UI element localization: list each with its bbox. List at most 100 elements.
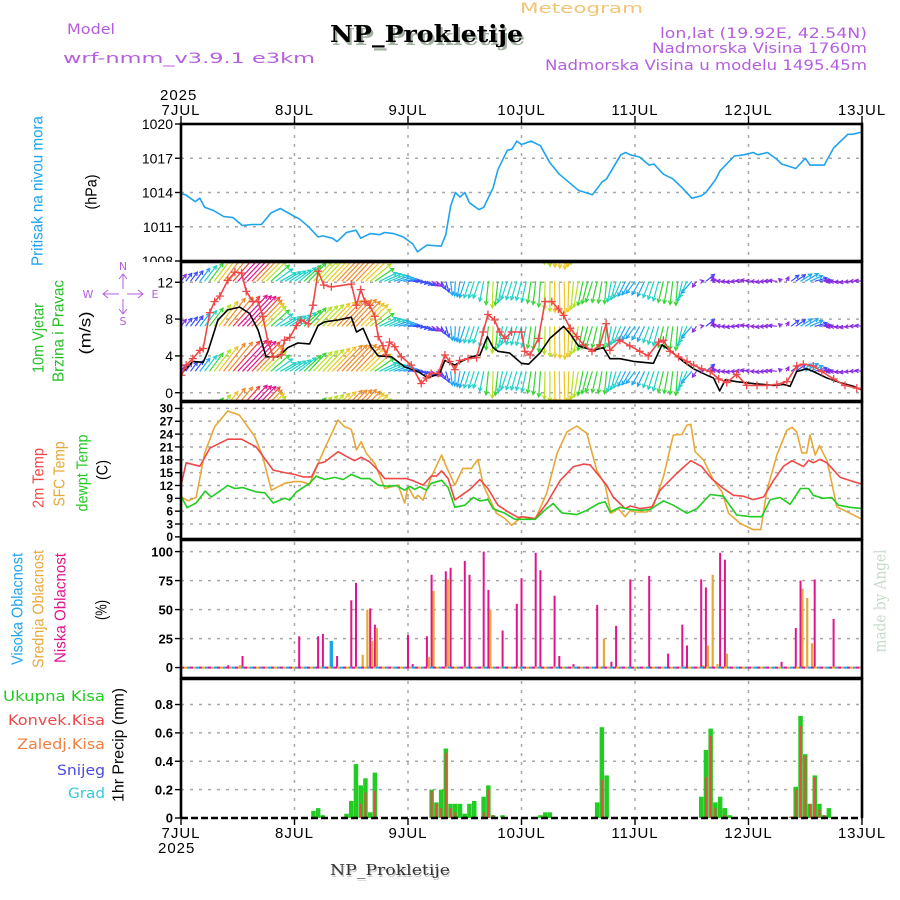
wind-vector-head [763,278,769,284]
wind-vector-head [401,318,407,324]
precip-bar-1 [435,803,438,818]
year-label-top: 2025 [160,87,197,104]
wind-vector-shaft [675,326,679,351]
wind-vector-shaft [446,416,449,427]
wind-vector-head [489,394,495,400]
wind-vector-head [855,234,859,238]
wind-vector-head [853,323,860,329]
wind-vector-shaft [200,403,210,416]
precip-bar-1 [723,815,726,818]
wind-vector-head [767,278,773,284]
wind-vector [493,281,499,307]
wind-vector-shaft [558,326,561,359]
wind-vector-head [416,414,420,418]
wind-vector [427,236,435,240]
wind-unit-label: (m/s) [78,312,95,355]
wind-vector [515,236,521,255]
gust-marker [440,350,449,359]
wind-vector-shaft [681,236,691,248]
wind-vector-head [463,249,467,253]
wind-vector-shaft [242,262,262,282]
wind-vector-head [456,248,460,252]
wind-vector-shaft [299,403,316,417]
wind-vector-head [663,255,667,259]
wind-vector [509,371,518,392]
legend-convective-rain: Konvek.Kisa [8,713,105,729]
wind-vector [440,326,447,336]
cloud-bar-low [648,575,651,668]
gust-marker [397,352,406,361]
wind-vector-shaft [237,294,268,327]
wind-vector-head [255,340,261,346]
wind-vector-shaft [491,371,494,399]
wind-vector-head [424,416,428,420]
wind-vector [603,236,607,258]
wind-lines [181,267,862,394]
wind-vector [621,370,631,386]
wind-vector [777,277,783,283]
compass-north-arrowhead [118,273,128,280]
gust-marker [706,367,715,376]
compass-west-arrowhead [102,289,109,299]
wind-vector-head [276,252,280,256]
wind-vector [626,236,635,248]
wind-vector-head [302,226,306,230]
wind-vector-head [845,235,849,239]
wind-vector [223,342,246,372]
wind-vector-head [830,235,834,239]
cloud-bar-low [813,579,816,668]
wind-vector-head [729,323,735,329]
wind-vector [767,368,777,374]
wind-vector [622,416,630,430]
gust-marker [722,378,731,387]
wind-vector-head [552,353,558,359]
cloud-bar-low [704,587,707,668]
wind-vector [218,345,239,372]
wind-vector [669,236,673,259]
wind-vector-shaft [346,391,357,401]
wind-vector-shaft [786,412,789,416]
cloud-bar-low [463,560,466,668]
wind-vector-shaft [622,416,630,430]
wind-vector-shaft [638,236,645,251]
wind-vector-shaft [526,326,532,349]
wind-vector-shaft [186,228,192,236]
wind-vector [453,236,457,251]
wind-vector [346,391,357,401]
model-elevation-label: Nadmorska Visina u modelu 1495.45m [545,58,867,74]
wind-vector [209,218,223,236]
wind-vector-head [431,417,435,420]
wind-vector-head [572,303,577,309]
wind-vector-shaft [570,371,575,400]
wind-vector [552,281,558,314]
precip-bar-1 [709,735,712,818]
wind-vector [436,280,444,288]
wind-vector [234,387,246,401]
wind-vector [436,416,442,421]
wind-vector-head [822,366,829,372]
wind-vector-head [547,352,553,358]
wind-vector-shaft [485,371,489,395]
wind-vector-head [450,426,454,430]
wind-vector [350,298,378,327]
wind-vector-shaft [647,371,655,390]
wind-vector-shaft [271,220,289,236]
wind-vector [190,316,199,327]
wind-vector-shaft [570,281,575,310]
wind-vector-head [819,410,823,414]
wind-vector [581,236,588,258]
wind-vector [360,388,373,401]
wind-vector-head [456,428,460,432]
wind-vector [408,234,420,238]
wind-vector-shaft [256,344,283,372]
wind-vector-head [751,235,755,239]
cloud-bar-low [780,661,783,668]
wind-vector [679,236,687,252]
wind-vector-shaft [473,236,479,253]
wind-vector-head [680,289,686,295]
wind-vector [456,236,460,252]
wind-vector-shaft [617,371,627,387]
wind-vector [270,264,291,282]
gust-marker [587,347,596,356]
wind-vector [493,371,499,397]
